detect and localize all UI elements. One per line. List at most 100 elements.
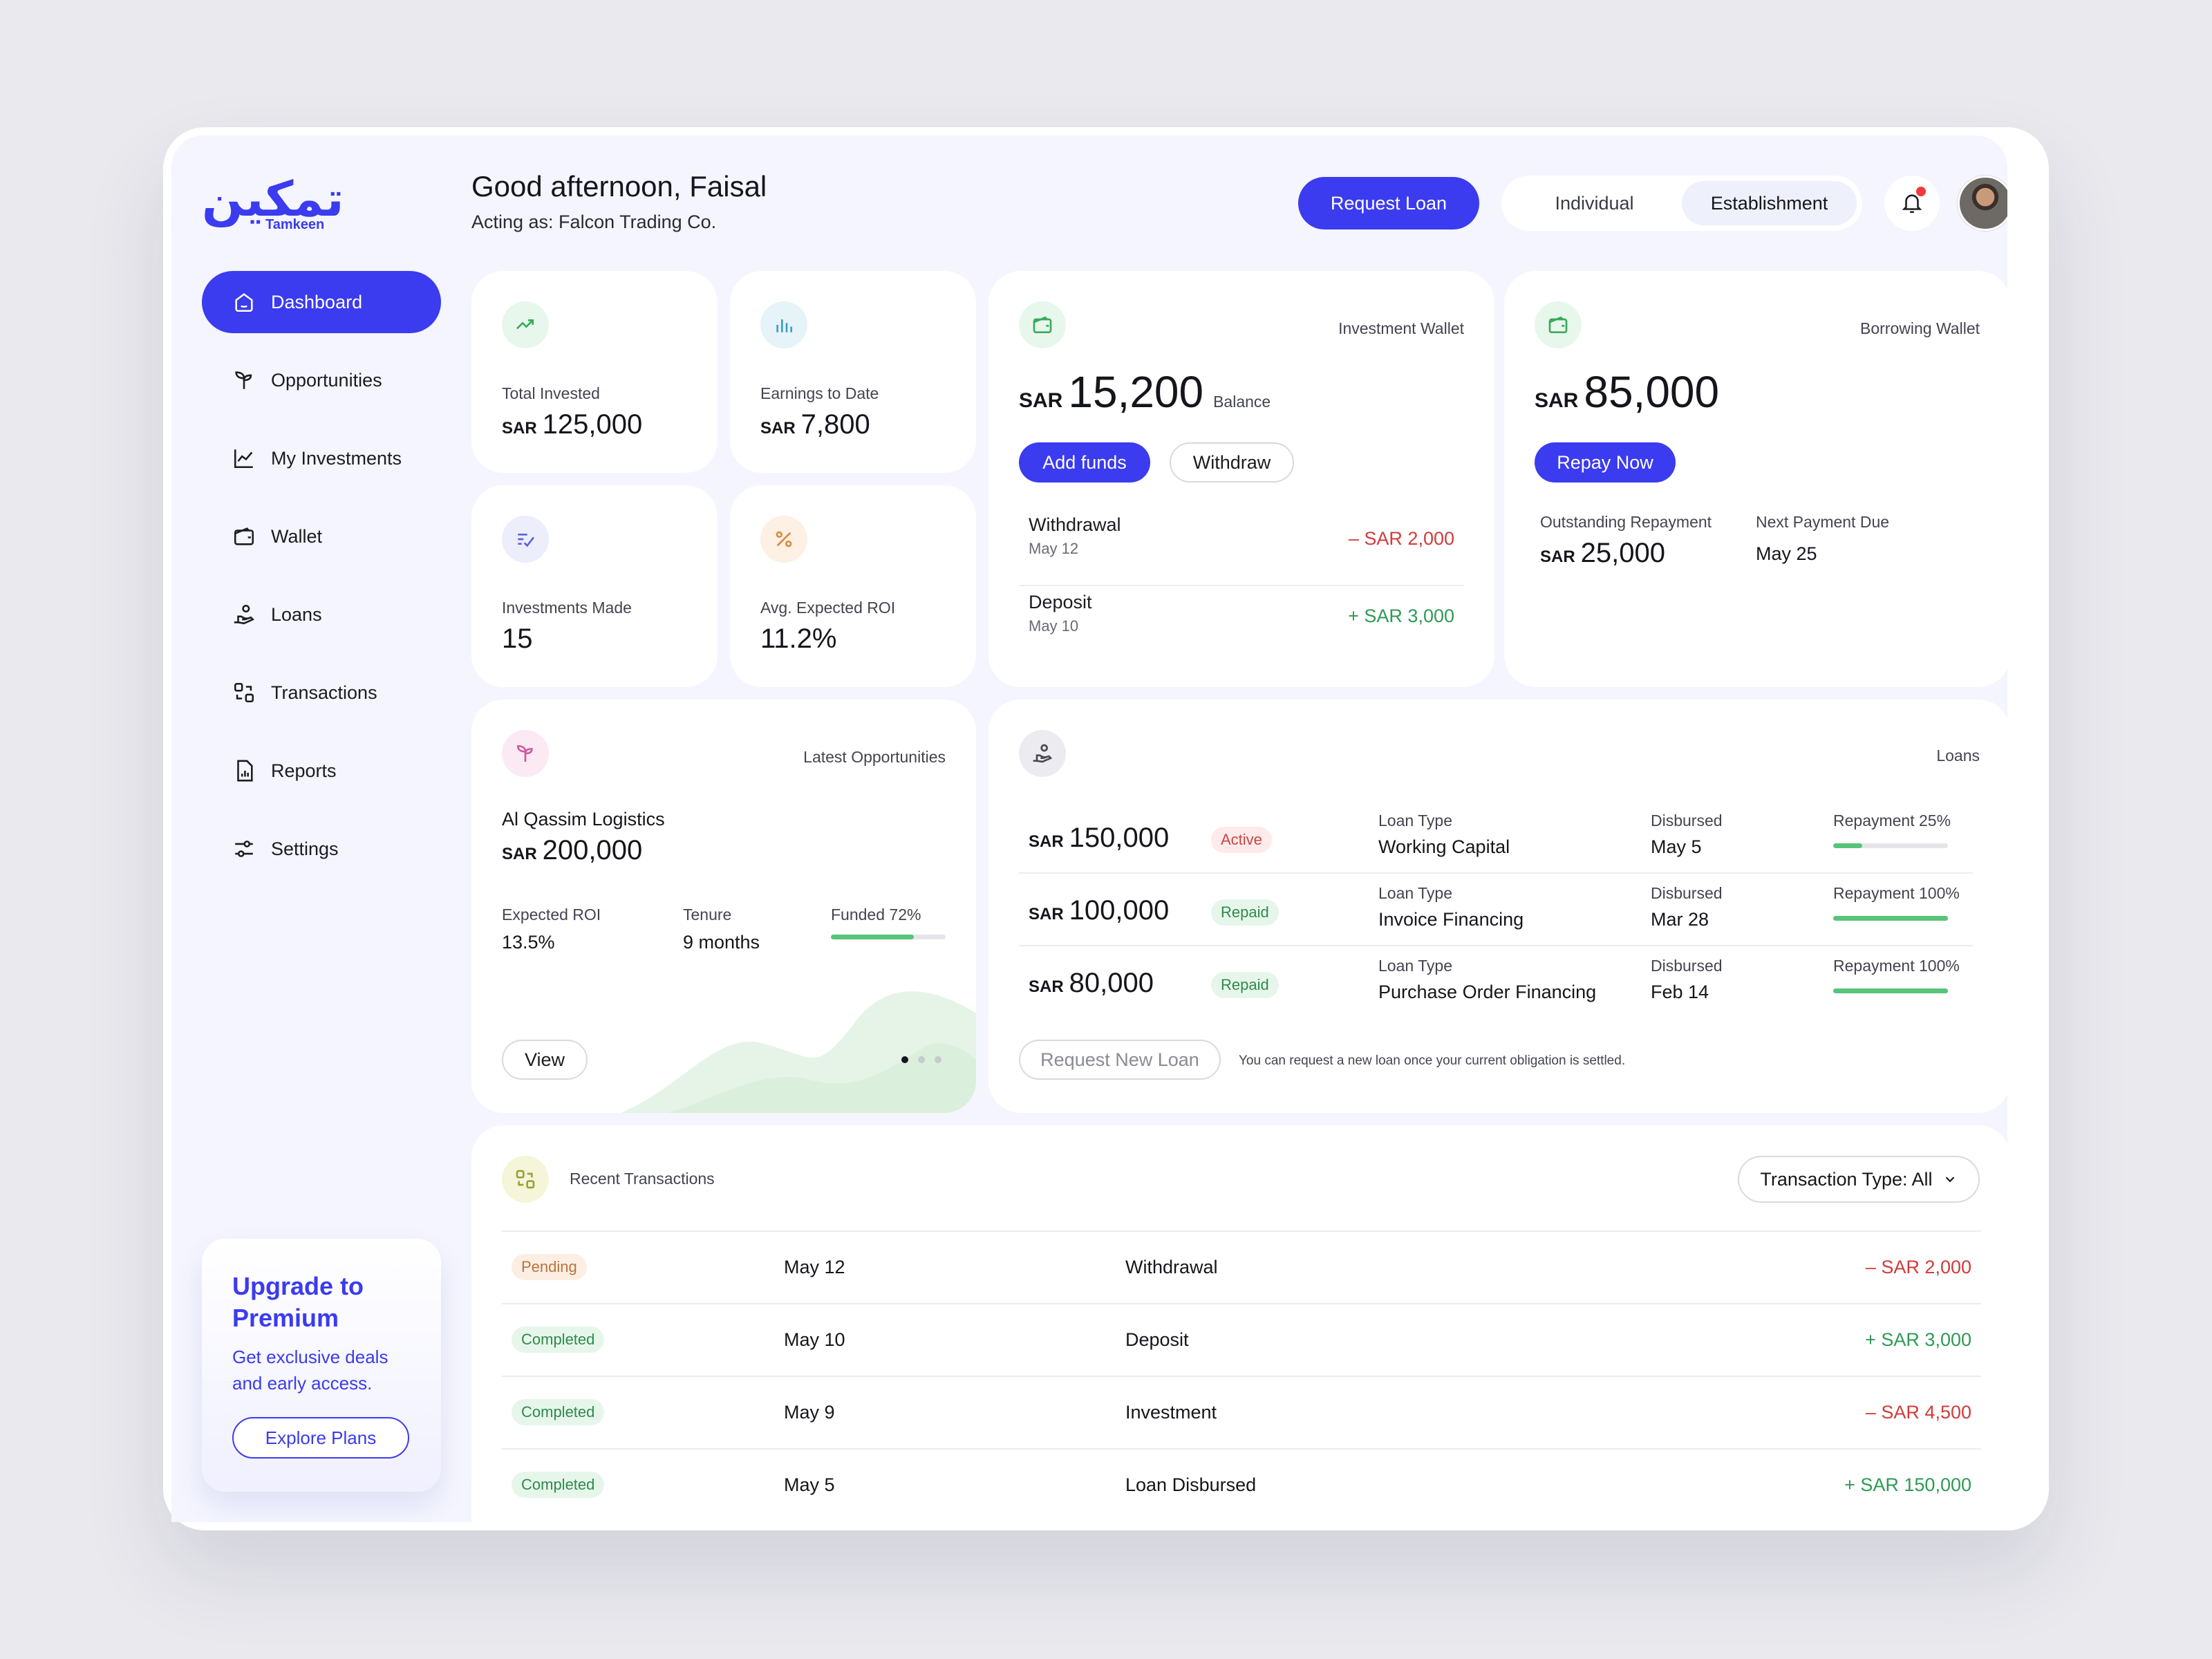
roi-label: Expected ROI (502, 906, 601, 924)
status-badge: Repaid (1211, 972, 1279, 998)
sidebar-item-loans[interactable]: Loans (202, 583, 441, 646)
home-icon (232, 290, 256, 314)
txn-type: Withdrawal (1125, 1257, 1218, 1277)
disbursed-label: Disbursed (1651, 884, 1723, 902)
repayment-progress-fill (1833, 916, 1948, 921)
avatar[interactable] (1958, 176, 2007, 231)
exchange-icon (502, 1156, 549, 1203)
tenure-label: Tenure (683, 906, 732, 924)
logo-english: Tamkeen (265, 217, 325, 232)
view-button[interactable]: View (502, 1040, 588, 1080)
outstanding-value: SAR 25,000 (1540, 538, 1665, 569)
repayment-progress-bar (1833, 916, 1948, 921)
carousel-dots (901, 1056, 941, 1063)
investments-made-card: Investments Made 15 (471, 485, 718, 687)
list-item[interactable]: Withdrawal May 12 – SAR 2,000 (1019, 514, 1464, 586)
logo[interactable]: تمكين Tamkeen (202, 171, 344, 234)
sidebar-item-label: Opportunities (271, 369, 382, 391)
toggle-individual[interactable]: Individual (1555, 192, 1634, 214)
table-row[interactable]: SAR 150,000 Active Loan Type Working Capi… (1019, 802, 1973, 874)
transaction-type-filter[interactable]: Transaction Type: All (1738, 1156, 1980, 1203)
report-icon (232, 759, 256, 782)
investment-wallet-card: Investment Wallet SAR 15,200 Balance Add… (988, 271, 1494, 687)
premium-text: Get exclusive deals and early access. (232, 1347, 388, 1394)
toggle-establishment[interactable]: Establishment (1682, 181, 1857, 225)
account-type-toggle: Individual Establishment (1501, 176, 1862, 231)
row-title: Withdrawal (1029, 514, 1121, 535)
table-row[interactable]: Completed May 9 Investment – SAR 4,500 (502, 1376, 1981, 1447)
carousel-dot-active[interactable] (901, 1056, 908, 1063)
wallet-row-info: Withdrawal May 12 (1029, 514, 1121, 558)
table-row[interactable]: Completed May 10 Deposit + SAR 3,000 (502, 1303, 1981, 1375)
latest-opportunities-card: Latest Opportunities Al Qassim Logistics… (471, 700, 976, 1113)
currency-label: SAR (502, 845, 537, 863)
carousel-dot[interactable] (935, 1056, 941, 1063)
sprout-icon (232, 368, 256, 392)
txn-type: Deposit (1125, 1329, 1189, 1350)
app-window: تمكين Tamkeen Dashboard Opportunities My… (171, 135, 2007, 1522)
sidebar-item-label: Wallet (271, 525, 323, 547)
percent-icon (760, 516, 807, 563)
sidebar-item-transactions[interactable]: Transactions (202, 662, 441, 724)
stat-amount: 125,000 (542, 409, 643, 440)
carousel-dot[interactable] (918, 1056, 925, 1063)
table-row[interactable]: SAR 80,000 Repaid Loan Type Purchase Orde… (1019, 947, 1973, 1019)
currency-label: SAR (502, 419, 537, 438)
add-funds-button[interactable]: Add funds (1019, 442, 1150, 482)
loan-amount-value: 150,000 (1069, 823, 1170, 853)
repayment-label: Repayment 25% (1833, 812, 1951, 830)
row-amount: – SAR 2,000 (1348, 528, 1454, 549)
hand-coin-icon (232, 603, 256, 626)
table-row[interactable]: SAR 100,000 Repaid Loan Type Invoice Fina… (1019, 874, 1973, 946)
request-new-loan-button[interactable]: Request New Loan (1019, 1040, 1221, 1080)
sprout-icon (502, 730, 549, 777)
card-title: Latest Opportunities (803, 748, 946, 766)
sidebar-item-reports[interactable]: Reports (202, 740, 441, 802)
status-badge: Completed (512, 1327, 605, 1353)
card-title: Recent Transactions (570, 1170, 715, 1188)
list-item[interactable]: Deposit May 10 + SAR 3,000 (1019, 592, 1464, 664)
table-row[interactable]: Pending May 12 Withdrawal – SAR 2,000 (502, 1230, 1981, 1302)
disbursed-label: Disbursed (1651, 957, 1723, 975)
sidebar-item-label: Dashboard (271, 291, 363, 312)
notifications-button[interactable] (1884, 176, 1940, 231)
wallet-row-info: Deposit May 10 (1029, 592, 1092, 635)
loan-amount-value: 100,000 (1069, 895, 1170, 926)
wallet-icon (232, 525, 256, 548)
sidebar-item-label: Loans (271, 603, 322, 625)
currency-label: SAR (1019, 389, 1063, 412)
repayment-progress-bar (1833, 843, 1948, 848)
funded-progress-fill (831, 935, 914, 939)
borrowing-balance: SAR 85,000 (1535, 366, 1719, 418)
opportunity-amount: SAR 200,000 (502, 835, 642, 866)
row-date: May 10 (1029, 617, 1079, 635)
chevron-down-icon (1945, 1177, 1954, 1183)
currency-label: SAR (1535, 389, 1579, 412)
wallet-icon (1019, 301, 1066, 348)
sidebar-item-my-investments[interactable]: My Investments (202, 427, 441, 489)
sidebar-item-wallet[interactable]: Wallet (202, 505, 441, 568)
earnings-card: Earnings to Date SAR 7,800 (730, 271, 976, 473)
repay-now-button[interactable]: Repay Now (1535, 442, 1676, 482)
loan-type-label: Loan Type (1378, 957, 1453, 975)
txn-date: May 10 (784, 1329, 845, 1350)
trend-up-icon (502, 301, 549, 348)
sidebar-item-opportunities[interactable]: Opportunities (202, 349, 441, 411)
total-invested-card: Total Invested SAR 125,000 (471, 271, 718, 473)
hand-coin-icon (1019, 730, 1066, 777)
loan-note: You can request a new loan once your cur… (1239, 1053, 1626, 1068)
sidebar-item-dashboard[interactable]: Dashboard (202, 271, 441, 333)
loan-type-label: Loan Type (1378, 812, 1453, 830)
exchange-icon (232, 681, 256, 704)
sidebar-item-settings[interactable]: Settings (202, 818, 441, 880)
balance-amount: 85,000 (1584, 367, 1720, 417)
withdraw-button[interactable]: Withdraw (1170, 442, 1294, 482)
roi-value: 13.5% (502, 932, 555, 953)
sidebar-nav: Dashboard Opportunities My Investments W… (202, 271, 441, 896)
table-row[interactable]: Completed May 5 Loan Disbursed + SAR 150… (502, 1448, 1981, 1520)
wallet-icon (1535, 301, 1582, 348)
loans-card: Loans SAR 150,000 Active Loan Type Workin… (988, 700, 2007, 1113)
request-loan-button[interactable]: Request Loan (1298, 177, 1479, 229)
checklist-icon (502, 516, 549, 563)
explore-plans-button[interactable]: Explore Plans (232, 1417, 409, 1459)
